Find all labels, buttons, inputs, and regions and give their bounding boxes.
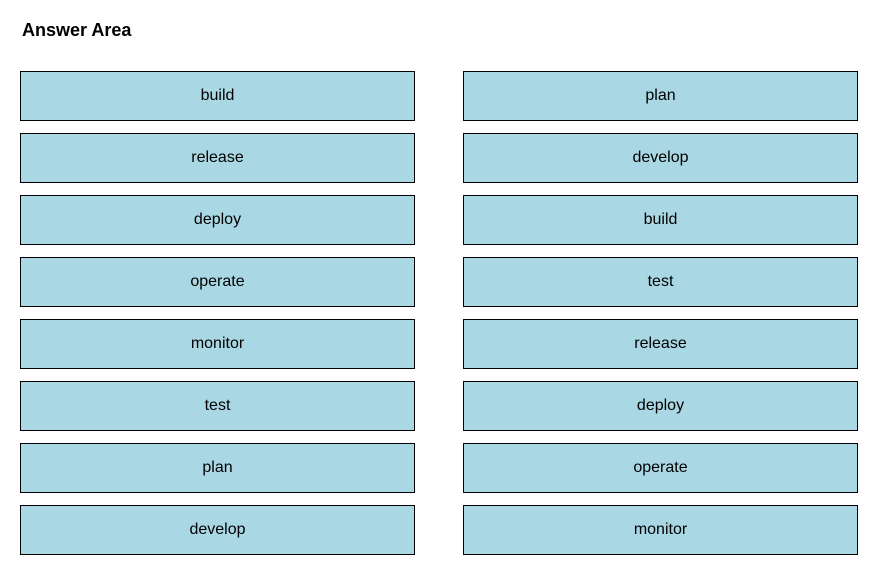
tile-left-4[interactable]: monitor (20, 319, 415, 369)
tile-left-0[interactable]: build (20, 71, 415, 121)
page-title: Answer Area (22, 20, 862, 41)
tile-right-6[interactable]: operate (463, 443, 858, 493)
tile-right-7[interactable]: monitor (463, 505, 858, 555)
tile-left-6[interactable]: plan (20, 443, 415, 493)
tile-left-1[interactable]: release (20, 133, 415, 183)
tile-left-7[interactable]: develop (20, 505, 415, 555)
answer-area-columns: build release deploy operate monitor tes… (20, 71, 862, 555)
tile-right-2[interactable]: build (463, 195, 858, 245)
tile-left-2[interactable]: deploy (20, 195, 415, 245)
tile-right-0[interactable]: plan (463, 71, 858, 121)
right-column: plan develop build test release deploy o… (463, 71, 858, 555)
left-column: build release deploy operate monitor tes… (20, 71, 415, 555)
tile-left-5[interactable]: test (20, 381, 415, 431)
tile-right-3[interactable]: test (463, 257, 858, 307)
tile-left-3[interactable]: operate (20, 257, 415, 307)
tile-right-5[interactable]: deploy (463, 381, 858, 431)
tile-right-1[interactable]: develop (463, 133, 858, 183)
tile-right-4[interactable]: release (463, 319, 858, 369)
